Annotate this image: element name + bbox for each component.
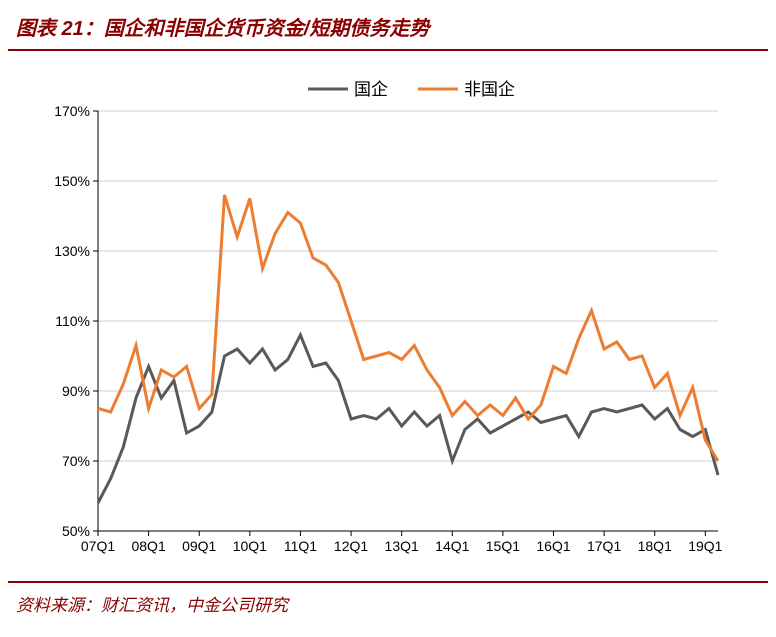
- svg-text:150%: 150%: [54, 173, 90, 189]
- svg-text:17Q1: 17Q1: [587, 538, 621, 554]
- svg-text:110%: 110%: [55, 313, 90, 329]
- svg-text:16Q1: 16Q1: [536, 538, 570, 554]
- svg-text:10Q1: 10Q1: [233, 538, 267, 554]
- source-label: 资料来源：: [16, 596, 101, 615]
- svg-text:13Q1: 13Q1: [385, 538, 419, 554]
- figure-title-bar: 图表 21：国企和非国企货币资金/短期债务走势: [8, 8, 768, 51]
- figure-source-bar: 资料来源：财汇资讯，中金公司研究: [8, 581, 768, 620]
- line-chart: 50% 70% 90% 110% 130% 150% 170% 07Q1 08Q1 09Q1 10Q…: [38, 71, 738, 561]
- chart-wrapper: 50% 70% 90% 110% 130% 150% 170% 07Q1 08Q1 09Q1 10Q…: [8, 51, 768, 581]
- svg-text:170%: 170%: [54, 103, 90, 119]
- svg-text:12Q1: 12Q1: [334, 538, 368, 554]
- svg-text:11Q1: 11Q1: [284, 538, 317, 554]
- svg-text:08Q1: 08Q1: [131, 538, 165, 554]
- source-text: 财汇资讯，中金公司研究: [101, 596, 288, 615]
- figure-number: 图表 21：: [16, 18, 104, 40]
- svg-text:09Q1: 09Q1: [182, 538, 216, 554]
- figure-container: 图表 21：国企和非国企货币资金/短期债务走势 50% 70% 90% 110% 130…: [8, 8, 768, 620]
- svg-text:07Q1: 07Q1: [81, 538, 115, 554]
- chart-area: 50% 70% 90% 110% 130% 150% 170% 07Q1 08Q1 09Q1 10Q…: [38, 71, 738, 561]
- svg-text:130%: 130%: [54, 243, 90, 259]
- svg-text:18Q1: 18Q1: [638, 538, 672, 554]
- figure-title: 国企和非国企货币资金/短期债务走势: [104, 18, 430, 40]
- svg-text:90%: 90%: [62, 383, 90, 399]
- svg-text:70%: 70%: [62, 453, 90, 469]
- svg-text:国企: 国企: [354, 80, 388, 99]
- svg-text:非国企: 非国企: [464, 80, 515, 99]
- svg-text:50%: 50%: [62, 523, 90, 539]
- svg-text:15Q1: 15Q1: [486, 538, 520, 554]
- svg-text:14Q1: 14Q1: [435, 538, 469, 554]
- svg-text:19Q1: 19Q1: [688, 538, 722, 554]
